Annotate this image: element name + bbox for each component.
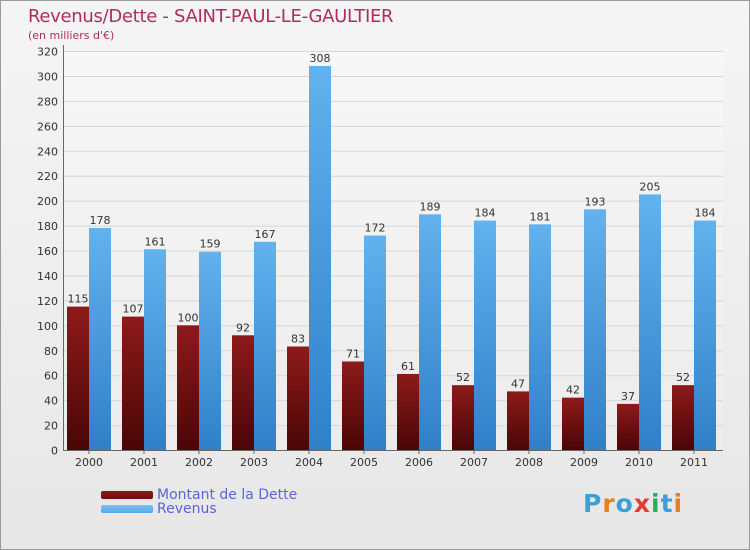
data-label-revenus-2000: 178 bbox=[90, 214, 111, 227]
bar-dette-2002 bbox=[177, 325, 199, 450]
bar-revenus-2004 bbox=[309, 65, 331, 451]
bar-revenus-2002 bbox=[199, 251, 221, 450]
bar-revenus-2001 bbox=[144, 249, 166, 450]
chart-subtitle: (en milliers d'€) bbox=[28, 29, 115, 42]
logo-letter: i bbox=[651, 489, 661, 518]
legend-label-dette: Montant de la Dette bbox=[157, 487, 298, 503]
y-tick-label: 240 bbox=[37, 145, 58, 158]
bar-dette-2001 bbox=[122, 316, 144, 450]
data-label-revenus-2008: 181 bbox=[530, 210, 551, 223]
y-tick-label: 100 bbox=[37, 320, 58, 333]
data-label-dette-2007: 52 bbox=[456, 371, 470, 384]
data-label-revenus-2003: 167 bbox=[255, 228, 276, 241]
legend-label-revenus: Revenus bbox=[157, 501, 217, 517]
bar-dette-2003 bbox=[232, 335, 254, 450]
y-tick-label: 40 bbox=[44, 395, 58, 408]
logo-letter: i bbox=[673, 489, 684, 518]
y-tick-label: 180 bbox=[37, 220, 58, 233]
data-label-dette-2006: 61 bbox=[401, 360, 415, 373]
data-label-dette-2010: 37 bbox=[621, 390, 635, 403]
data-label-dette-2009: 42 bbox=[566, 384, 580, 397]
y-tick-label: 220 bbox=[37, 170, 58, 183]
data-label-revenus-2004: 308 bbox=[310, 52, 331, 65]
bar-dette-2005 bbox=[342, 361, 364, 450]
bar-revenus-2006 bbox=[419, 214, 441, 450]
x-tick-label: 2010 bbox=[625, 456, 653, 469]
legend-swatch-dette bbox=[101, 491, 153, 499]
y-tick-label: 80 bbox=[44, 345, 58, 358]
bar-dette-2000 bbox=[67, 306, 89, 450]
logo-letter: t bbox=[660, 489, 674, 518]
y-tick-label: 260 bbox=[37, 120, 58, 133]
chart-title: Revenus/Dette - SAINT-PAUL-LE-GAULTIER bbox=[28, 6, 394, 27]
data-label-dette-2003: 92 bbox=[236, 321, 250, 334]
y-tick-label: 320 bbox=[37, 46, 58, 59]
legend-item-revenus: Revenus bbox=[101, 501, 297, 517]
x-tick-label: 2000 bbox=[75, 456, 103, 469]
x-tick-label: 2007 bbox=[460, 456, 488, 469]
bar-revenus-2011 bbox=[694, 220, 716, 450]
bar-dette-2009 bbox=[562, 397, 584, 450]
bar-dette-2010 bbox=[617, 403, 639, 450]
x-tick-label: 2008 bbox=[515, 456, 543, 469]
logo-letter: o bbox=[615, 489, 634, 518]
bar-dette-2011 bbox=[672, 385, 694, 450]
logo-letter: r bbox=[602, 489, 616, 518]
legend-item-dette: Montant de la Dette bbox=[101, 487, 298, 503]
bar-dette-2007 bbox=[452, 385, 474, 450]
data-label-dette-2000: 115 bbox=[68, 293, 89, 306]
bar-revenus-2010 bbox=[639, 194, 661, 450]
x-tick-label: 2005 bbox=[350, 456, 378, 469]
y-tick-label: 300 bbox=[37, 70, 58, 83]
y-tick-label: 160 bbox=[37, 245, 58, 258]
logo-letter: x bbox=[633, 489, 651, 518]
x-tick-label: 2002 bbox=[185, 456, 213, 469]
x-tick-label: 2003 bbox=[240, 456, 268, 469]
data-label-revenus-2006: 189 bbox=[420, 200, 441, 213]
x-tick-label: 2009 bbox=[570, 456, 598, 469]
legend: Montant de la Dette Revenus bbox=[101, 487, 298, 517]
x-tick-label: 2011 bbox=[680, 456, 708, 469]
y-tick-label: 280 bbox=[37, 95, 58, 108]
data-label-dette-2011: 52 bbox=[676, 371, 690, 384]
bar-revenus-2003 bbox=[254, 241, 276, 450]
data-label-dette-2001: 107 bbox=[123, 303, 144, 316]
bar-revenus-2009 bbox=[584, 209, 606, 450]
y-tick-label: 0 bbox=[51, 445, 58, 458]
x-tick-label: 2006 bbox=[405, 456, 433, 469]
y-tick-label: 200 bbox=[37, 195, 58, 208]
legend-swatch-revenus bbox=[101, 505, 153, 513]
data-label-revenus-2002: 159 bbox=[200, 238, 221, 251]
y-tick-label: 140 bbox=[37, 270, 58, 283]
bar-revenus-2007 bbox=[474, 220, 496, 450]
data-label-revenus-2007: 184 bbox=[475, 207, 496, 220]
data-label-revenus-2009: 193 bbox=[585, 195, 606, 208]
data-label-revenus-2001: 161 bbox=[145, 235, 166, 248]
y-tick-label: 20 bbox=[44, 420, 58, 433]
data-label-dette-2008: 47 bbox=[511, 377, 525, 390]
bar-revenus-2008 bbox=[529, 224, 551, 450]
proxiti-logo: Proxiti bbox=[583, 489, 683, 518]
bar-dette-2004 bbox=[287, 346, 309, 450]
data-label-revenus-2005: 172 bbox=[365, 222, 386, 235]
logo-letter: P bbox=[583, 489, 603, 518]
y-tick-label: 120 bbox=[37, 295, 58, 308]
data-label-dette-2005: 71 bbox=[346, 347, 360, 360]
bar-revenus-2000 bbox=[89, 228, 111, 450]
bar-dette-2006 bbox=[397, 373, 419, 450]
bar-revenus-2005 bbox=[364, 235, 386, 450]
bar-dette-2008 bbox=[507, 391, 529, 450]
data-label-revenus-2010: 205 bbox=[640, 180, 661, 193]
x-tick-label: 2004 bbox=[295, 456, 323, 469]
data-label-dette-2002: 100 bbox=[178, 311, 199, 324]
y-tick-label: 60 bbox=[44, 370, 58, 383]
data-label-revenus-2011: 184 bbox=[695, 207, 716, 220]
x-tick-label: 2001 bbox=[130, 456, 158, 469]
data-label-dette-2004: 83 bbox=[291, 333, 305, 346]
